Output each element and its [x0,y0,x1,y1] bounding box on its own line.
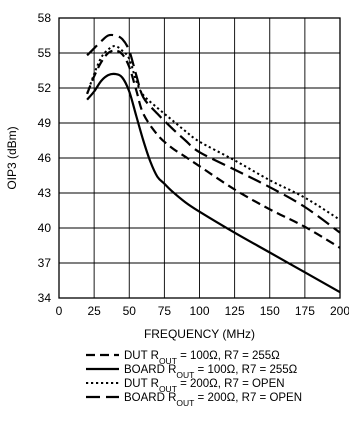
x-tick-label: 0 [56,304,63,318]
x-tick-label: 175 [295,304,315,318]
x-axis-title: FREQUENCY (MHz) [144,327,255,341]
legend-label-2: BOARD ROUT = 100Ω, R7 = 255Ω [124,364,298,380]
x-tick-labels: 0 25 50 75 100 125 150 175 200 [56,304,349,318]
x-tick-label: 25 [87,304,101,318]
x-tick-label: 50 [123,304,137,318]
y-tick-label: 40 [38,221,52,235]
x-tick-label: 100 [189,304,209,318]
y-tick-labels: 34 37 40 43 46 49 52 55 58 [38,11,52,305]
series-line-2 [86,72,341,294]
y-tick-label: 34 [38,291,52,305]
chart-series-group [86,33,341,294]
y-tick-label: 37 [38,256,52,270]
y-tick-label: 49 [38,116,52,130]
y-tick-label: 58 [38,11,52,25]
legend-label-4: BOARD ROUT = 200Ω, R7 = OPEN [124,392,302,408]
chart-grid [58,17,341,299]
y-axis-title: OIP3 (dBm) [5,126,19,189]
x-tick-label: 125 [225,304,245,318]
x-tick-label: 150 [260,304,280,318]
x-tick-label: 75 [158,304,172,318]
y-tick-label: 46 [38,151,52,165]
y-tick-label: 43 [38,186,52,200]
series-line-4 [86,33,341,234]
series-line-3 [86,44,341,221]
x-tick-label: 200 [330,304,349,318]
legend-label-3: DUT ROUT = 200Ω, R7 = OPEN [124,378,285,394]
y-tick-label: 55 [38,46,52,60]
plot-frame [58,17,341,299]
y-tick-label: 52 [38,81,52,95]
series-line-1 [86,49,341,249]
legend-label-1: DUT ROUT = 100Ω, R7 = 255Ω [124,350,280,366]
